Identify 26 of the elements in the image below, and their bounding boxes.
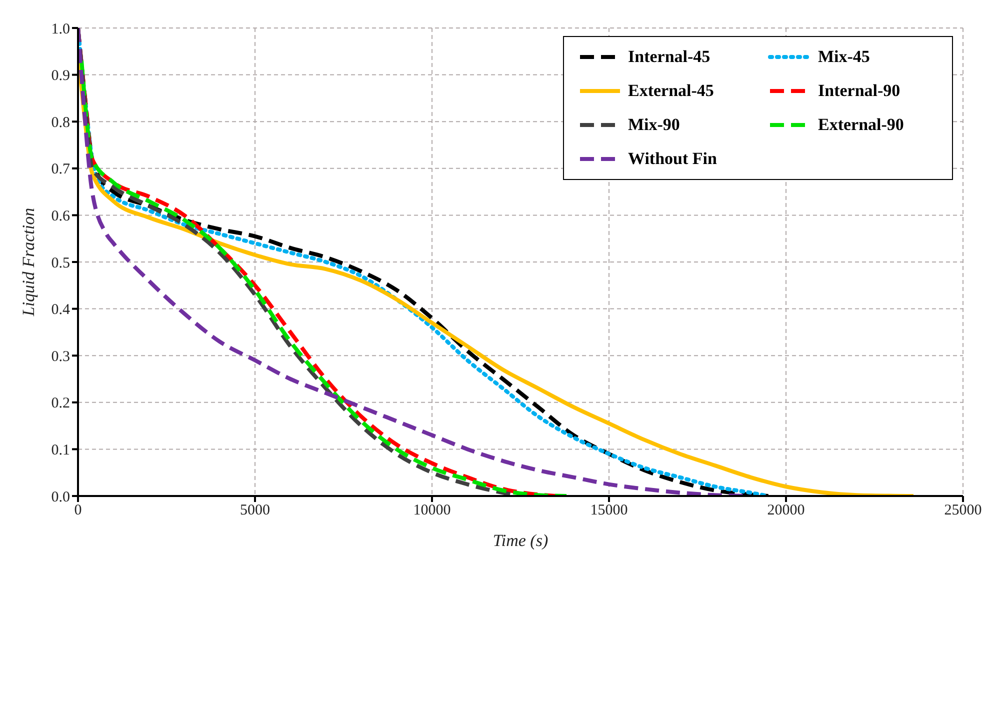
y-tick-label: 1.0: [51, 21, 70, 38]
legend-label: Mix-90: [628, 115, 680, 135]
legend-label: External-45: [628, 81, 714, 101]
x-tick-label: 15000: [590, 502, 628, 519]
legend-label: Internal-90: [818, 81, 900, 101]
x-tick-label: 0: [74, 502, 82, 519]
x-tick-label: 5000: [240, 502, 270, 519]
y-tick-label: 0.6: [51, 208, 70, 225]
y-tick-label: 0.5: [51, 255, 70, 272]
x-tick-label: 25000: [944, 502, 982, 519]
x-axis-title: Time (s): [492, 531, 548, 550]
y-tick-label: 0.8: [51, 114, 70, 131]
y-tick-label: 0.7: [51, 162, 70, 178]
legend-label: External-90: [818, 115, 904, 135]
legend-label: Without Fin: [628, 149, 717, 169]
x-tick-label: 10000: [413, 502, 451, 519]
y-tick-label: 0.3: [51, 348, 70, 365]
y-tick-label: 0.2: [51, 396, 70, 412]
x-tick-label: 20000: [767, 502, 805, 519]
y-axis-title: Liquid Fraction: [19, 208, 38, 318]
legend-label: Mix-45: [818, 47, 870, 67]
y-tick-label: 0.1: [51, 442, 70, 459]
legend-label: Internal-45: [628, 47, 710, 67]
y-tick-label: 0.9: [51, 68, 70, 84]
y-tick-label: 0.0: [51, 489, 70, 506]
y-tick-label: 0.4: [51, 302, 70, 318]
